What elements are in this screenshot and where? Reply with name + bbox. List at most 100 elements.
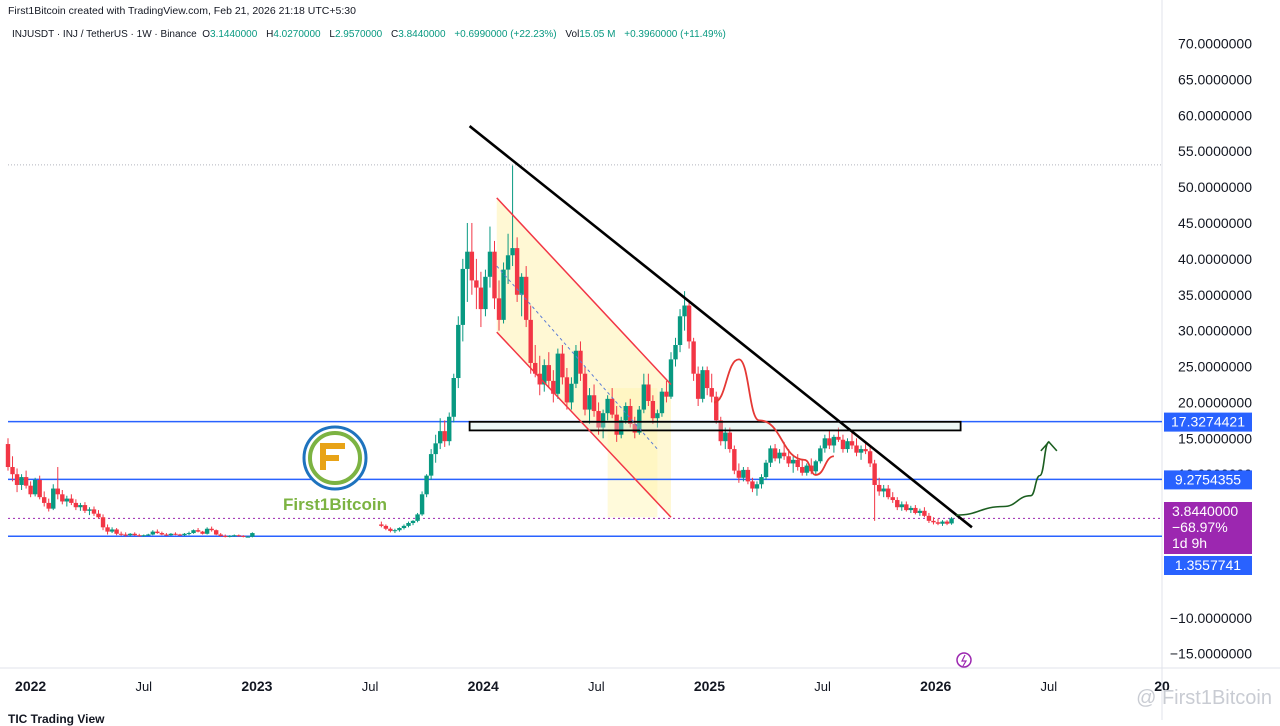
legend-high-label: H <box>266 29 274 40</box>
channel-box <box>607 388 658 518</box>
level-tag-bg <box>1164 412 1252 432</box>
candle-body <box>641 384 647 410</box>
candle-body <box>528 319 533 363</box>
candle-body <box>232 535 237 537</box>
candle-body <box>118 533 124 535</box>
candle-body <box>213 530 219 535</box>
candle-body <box>191 530 196 534</box>
candle-body <box>505 255 511 270</box>
candle-body <box>736 470 742 478</box>
candle-body <box>872 463 877 485</box>
price-tick-label: 30.0000000 <box>1178 323 1252 339</box>
candle-body <box>10 467 15 475</box>
candle-body <box>177 534 183 536</box>
candle-body <box>908 507 914 511</box>
candle-body <box>227 535 232 537</box>
price-tick-label: −15.0000000 <box>1170 646 1252 662</box>
candle-body <box>383 525 389 529</box>
candle-body <box>46 502 51 509</box>
price-tick-label: 65.0000000 <box>1178 71 1252 87</box>
price-tick-label: 15.0000000 <box>1178 430 1252 446</box>
candle-body <box>87 509 92 511</box>
candle-body <box>741 469 746 478</box>
candle-body <box>578 350 583 374</box>
candle-body <box>442 431 447 442</box>
candle-body <box>51 488 56 509</box>
candle-body <box>655 413 660 419</box>
candle-body <box>96 513 101 518</box>
legend-change: +0.6990000 (+22.23%) <box>454 29 557 40</box>
candle-body <box>105 527 110 532</box>
candle-body <box>867 451 873 464</box>
time-tick-label: Jul <box>588 679 605 694</box>
corner-watermark: @ First1Bitcoin <box>1136 687 1272 709</box>
candle-body <box>646 384 651 401</box>
candle-body <box>732 449 737 471</box>
support-zone-box <box>468 420 962 432</box>
candle-body <box>840 439 846 450</box>
candle-body <box>673 345 678 360</box>
candle-body <box>388 528 393 531</box>
candle-body <box>492 251 497 299</box>
candle-body <box>768 448 773 463</box>
candle-body <box>209 528 214 531</box>
candle-body <box>904 504 909 511</box>
candle-body <box>496 298 502 320</box>
candle-body <box>700 370 705 399</box>
candle-body <box>560 353 565 378</box>
candle-body <box>433 443 438 455</box>
candle-body <box>195 530 201 532</box>
price-tag-price: 3.8440000 <box>1172 503 1238 519</box>
candle-body <box>419 494 425 515</box>
legend-symbol[interactable]: INJUSDT · INJ / TetherUS · 1W · Binance <box>12 29 197 40</box>
candle-body <box>415 514 420 521</box>
candle-body <box>582 373 588 410</box>
level-tag-bg <box>1164 556 1252 575</box>
candle-body <box>91 509 97 514</box>
price-tick-label: 25.0000000 <box>1178 359 1252 375</box>
candle-body <box>173 533 178 535</box>
candle-body <box>19 477 24 485</box>
candle-body <box>78 505 83 508</box>
candle-body <box>895 500 900 508</box>
legend-vol-label: Vol <box>565 29 580 40</box>
candle-body <box>410 520 416 524</box>
candle-body <box>804 465 809 473</box>
candle-body <box>940 521 945 524</box>
candle-body <box>614 414 619 435</box>
candle-body <box>858 449 864 453</box>
candle-body <box>401 525 407 529</box>
candle-body <box>596 411 601 428</box>
candle-body <box>379 524 384 526</box>
candle-body <box>533 362 538 374</box>
candle-body <box>519 276 524 295</box>
candle-body <box>523 276 529 320</box>
price-tick-label: 60.0000000 <box>1178 107 1252 123</box>
candle-body <box>623 406 628 421</box>
candle-body <box>876 484 882 492</box>
channel-upper-line <box>496 197 672 385</box>
candle-body <box>632 423 637 433</box>
channel-mid-line <box>496 265 658 450</box>
candle-body <box>132 533 137 536</box>
brand-logo-text: First1Bitcoin <box>283 495 387 514</box>
projection-arrow-head <box>1040 440 1058 452</box>
candle-body <box>109 529 115 532</box>
price-tag-countdown: 1d 9h <box>1172 535 1207 551</box>
candle-body <box>424 475 429 495</box>
candle-body <box>944 521 950 524</box>
candle-body <box>141 535 146 537</box>
candle-body <box>42 497 47 503</box>
candle-body <box>573 350 579 384</box>
candle-body <box>727 432 733 450</box>
candle-body <box>664 391 669 397</box>
price-tick-label: 70.0000000 <box>1178 36 1252 52</box>
candle-body <box>881 488 886 492</box>
legend-low-label: L <box>329 29 335 40</box>
candle-body <box>555 353 561 394</box>
price-tick-label: 20.0000000 <box>1178 394 1252 410</box>
candle-body <box>587 395 592 410</box>
candle-body <box>745 469 751 482</box>
price-tick-label: 45.0000000 <box>1178 215 1252 231</box>
